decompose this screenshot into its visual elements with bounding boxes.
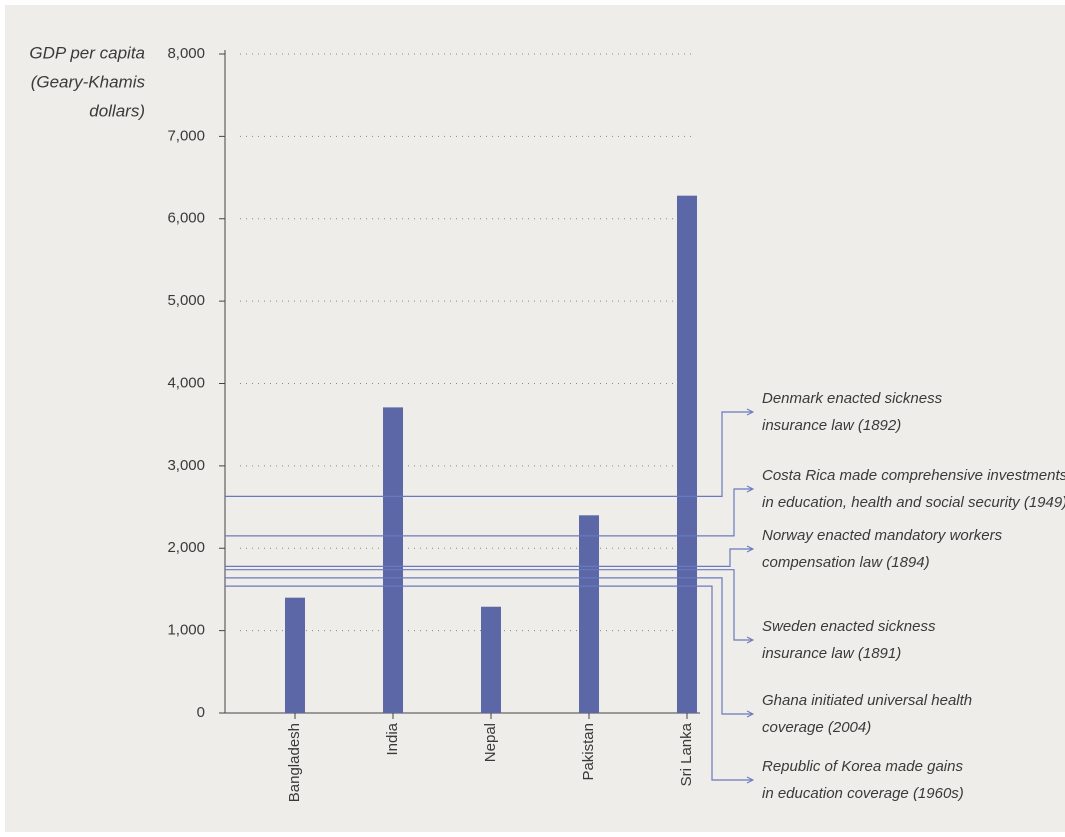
reference-line	[225, 548, 752, 567]
reference-label: Ghana initiated universal health	[762, 692, 972, 709]
reference-label: Norway enacted mandatory workers	[762, 527, 1003, 544]
reference-line	[225, 411, 752, 497]
x-tick-label: India	[384, 722, 401, 755]
y-tick-label: 8,000	[167, 45, 205, 62]
reference-label: Denmark enacted sickness	[762, 390, 943, 407]
arrow-head	[746, 710, 755, 718]
y-axis-label: GDP per capita	[29, 43, 145, 62]
y-tick-label: 3,000	[167, 457, 205, 474]
reference-label: insurance law (1891)	[762, 645, 901, 662]
x-tick-label: Sri Lanka	[678, 722, 695, 786]
y-axis-label: dollars)	[89, 101, 145, 120]
arrow-head	[746, 408, 755, 416]
reference-label: insurance law (1892)	[762, 417, 901, 434]
bar	[481, 606, 501, 713]
x-tick-label: Bangladesh	[286, 723, 303, 802]
reference-label: Republic of Korea made gains	[762, 758, 963, 775]
y-tick-label: 5,000	[167, 292, 205, 309]
y-axis-label: (Geary-Khamis	[31, 72, 146, 91]
x-tick-label: Pakistan	[580, 723, 597, 781]
arrow-head	[746, 776, 755, 784]
y-tick-label: 6,000	[167, 210, 205, 227]
y-tick-label: 1,000	[167, 622, 205, 639]
reference-line	[225, 585, 752, 781]
y-tick-label: 0	[197, 704, 205, 721]
arrow-head	[746, 545, 755, 553]
x-tick-label: Nepal	[482, 723, 499, 762]
y-tick-label: 7,000	[167, 127, 205, 144]
bar	[677, 195, 697, 713]
reference-line	[225, 569, 752, 641]
arrow-head	[746, 636, 755, 644]
chart-background	[5, 5, 1065, 832]
reference-label: Costa Rica made comprehensive investment…	[762, 467, 1065, 484]
reference-label: coverage (2004)	[762, 719, 871, 736]
bar	[579, 515, 599, 713]
reference-label: compensation law (1894)	[762, 554, 930, 571]
y-tick-label: 2,000	[167, 539, 205, 556]
reference-label: in education, health and social security…	[762, 494, 1065, 511]
bar	[285, 597, 305, 713]
y-tick-label: 4,000	[167, 374, 205, 391]
reference-line	[225, 488, 752, 537]
reference-label: Sweden enacted sickness	[762, 618, 936, 635]
arrow-head	[746, 485, 755, 493]
reference-label: in education coverage (1960s)	[762, 785, 964, 802]
reference-line	[225, 577, 752, 715]
bar	[383, 407, 403, 713]
